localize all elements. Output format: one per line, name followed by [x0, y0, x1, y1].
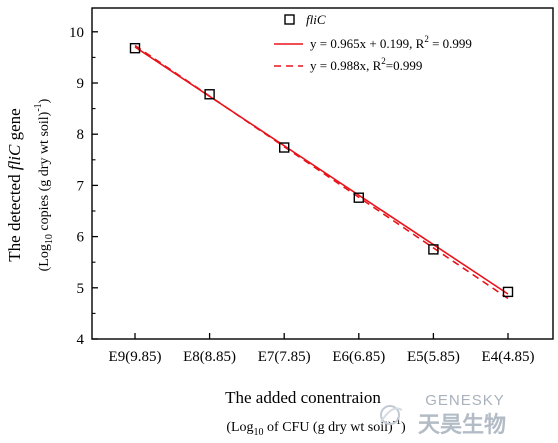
legend-fit-label-solid: y = 0.965x + 0.199, R2 = 0.999 [310, 34, 472, 51]
legend-fit-label-dashed: y = 0.988x, R2=0.999 [310, 56, 422, 73]
legend: fliC y = 0.965x + 0.199, R2 = 0.999 y = … [274, 12, 472, 73]
data-point [204, 89, 215, 100]
plot-frame [91, 7, 554, 340]
data-point [279, 142, 290, 153]
legend-marker-square [284, 14, 295, 25]
data-points [129, 42, 514, 298]
y-tick-label: 6 [77, 230, 85, 246]
x-tick-label: E8(8.85) [183, 349, 236, 365]
y-tick-label: 8 [77, 127, 85, 143]
x-tick-label: E9(9.85) [109, 349, 162, 365]
legend-series-label: fliC [306, 12, 326, 27]
y-tick-label: 9 [77, 76, 85, 92]
fit-line-solid [134, 46, 509, 295]
data-point [353, 192, 364, 203]
y-tick-label: 4 [77, 332, 85, 348]
watermark: GENESKY 天昊生物 [380, 392, 506, 438]
axes [91, 7, 554, 340]
x-tick-label: E7(7.85) [258, 349, 311, 365]
y-axis-title: The detected fliC gene [5, 108, 24, 261]
x-tick-label: E6(6.85) [332, 349, 385, 365]
data-point [502, 286, 514, 298]
watermark-logo-swoosh-icon [380, 407, 403, 423]
data-point [428, 244, 439, 255]
y-axis-subtitle: (Log10 copies (g dry wt soil)-1) [33, 98, 55, 271]
watermark-latin-text: GENESKY [425, 392, 505, 409]
watermark-cjk-text: 天昊生物 [418, 412, 506, 438]
x-axis-subtitle: (Log10 of CFU (g dry wt soil)-1) [226, 416, 406, 438]
y-tick-label: 10 [69, 25, 84, 41]
y-tick-label: 5 [77, 281, 85, 297]
x-tick-label: E4(4.85) [482, 349, 535, 365]
fit-line-dashed [134, 44, 509, 300]
ticks: 4 5 6 7 8 9 10 E9(9.85) E8(8.85) E7(7.85) E6(6.85)… [69, 25, 534, 365]
watermark-logo-icon [380, 405, 400, 425]
data-point [129, 42, 141, 54]
fit-lines [134, 44, 509, 300]
x-axis-title: The added conentraion [225, 388, 381, 407]
x-tick-label: E5(5.85) [407, 349, 460, 365]
y-tick-label: 7 [77, 178, 85, 194]
